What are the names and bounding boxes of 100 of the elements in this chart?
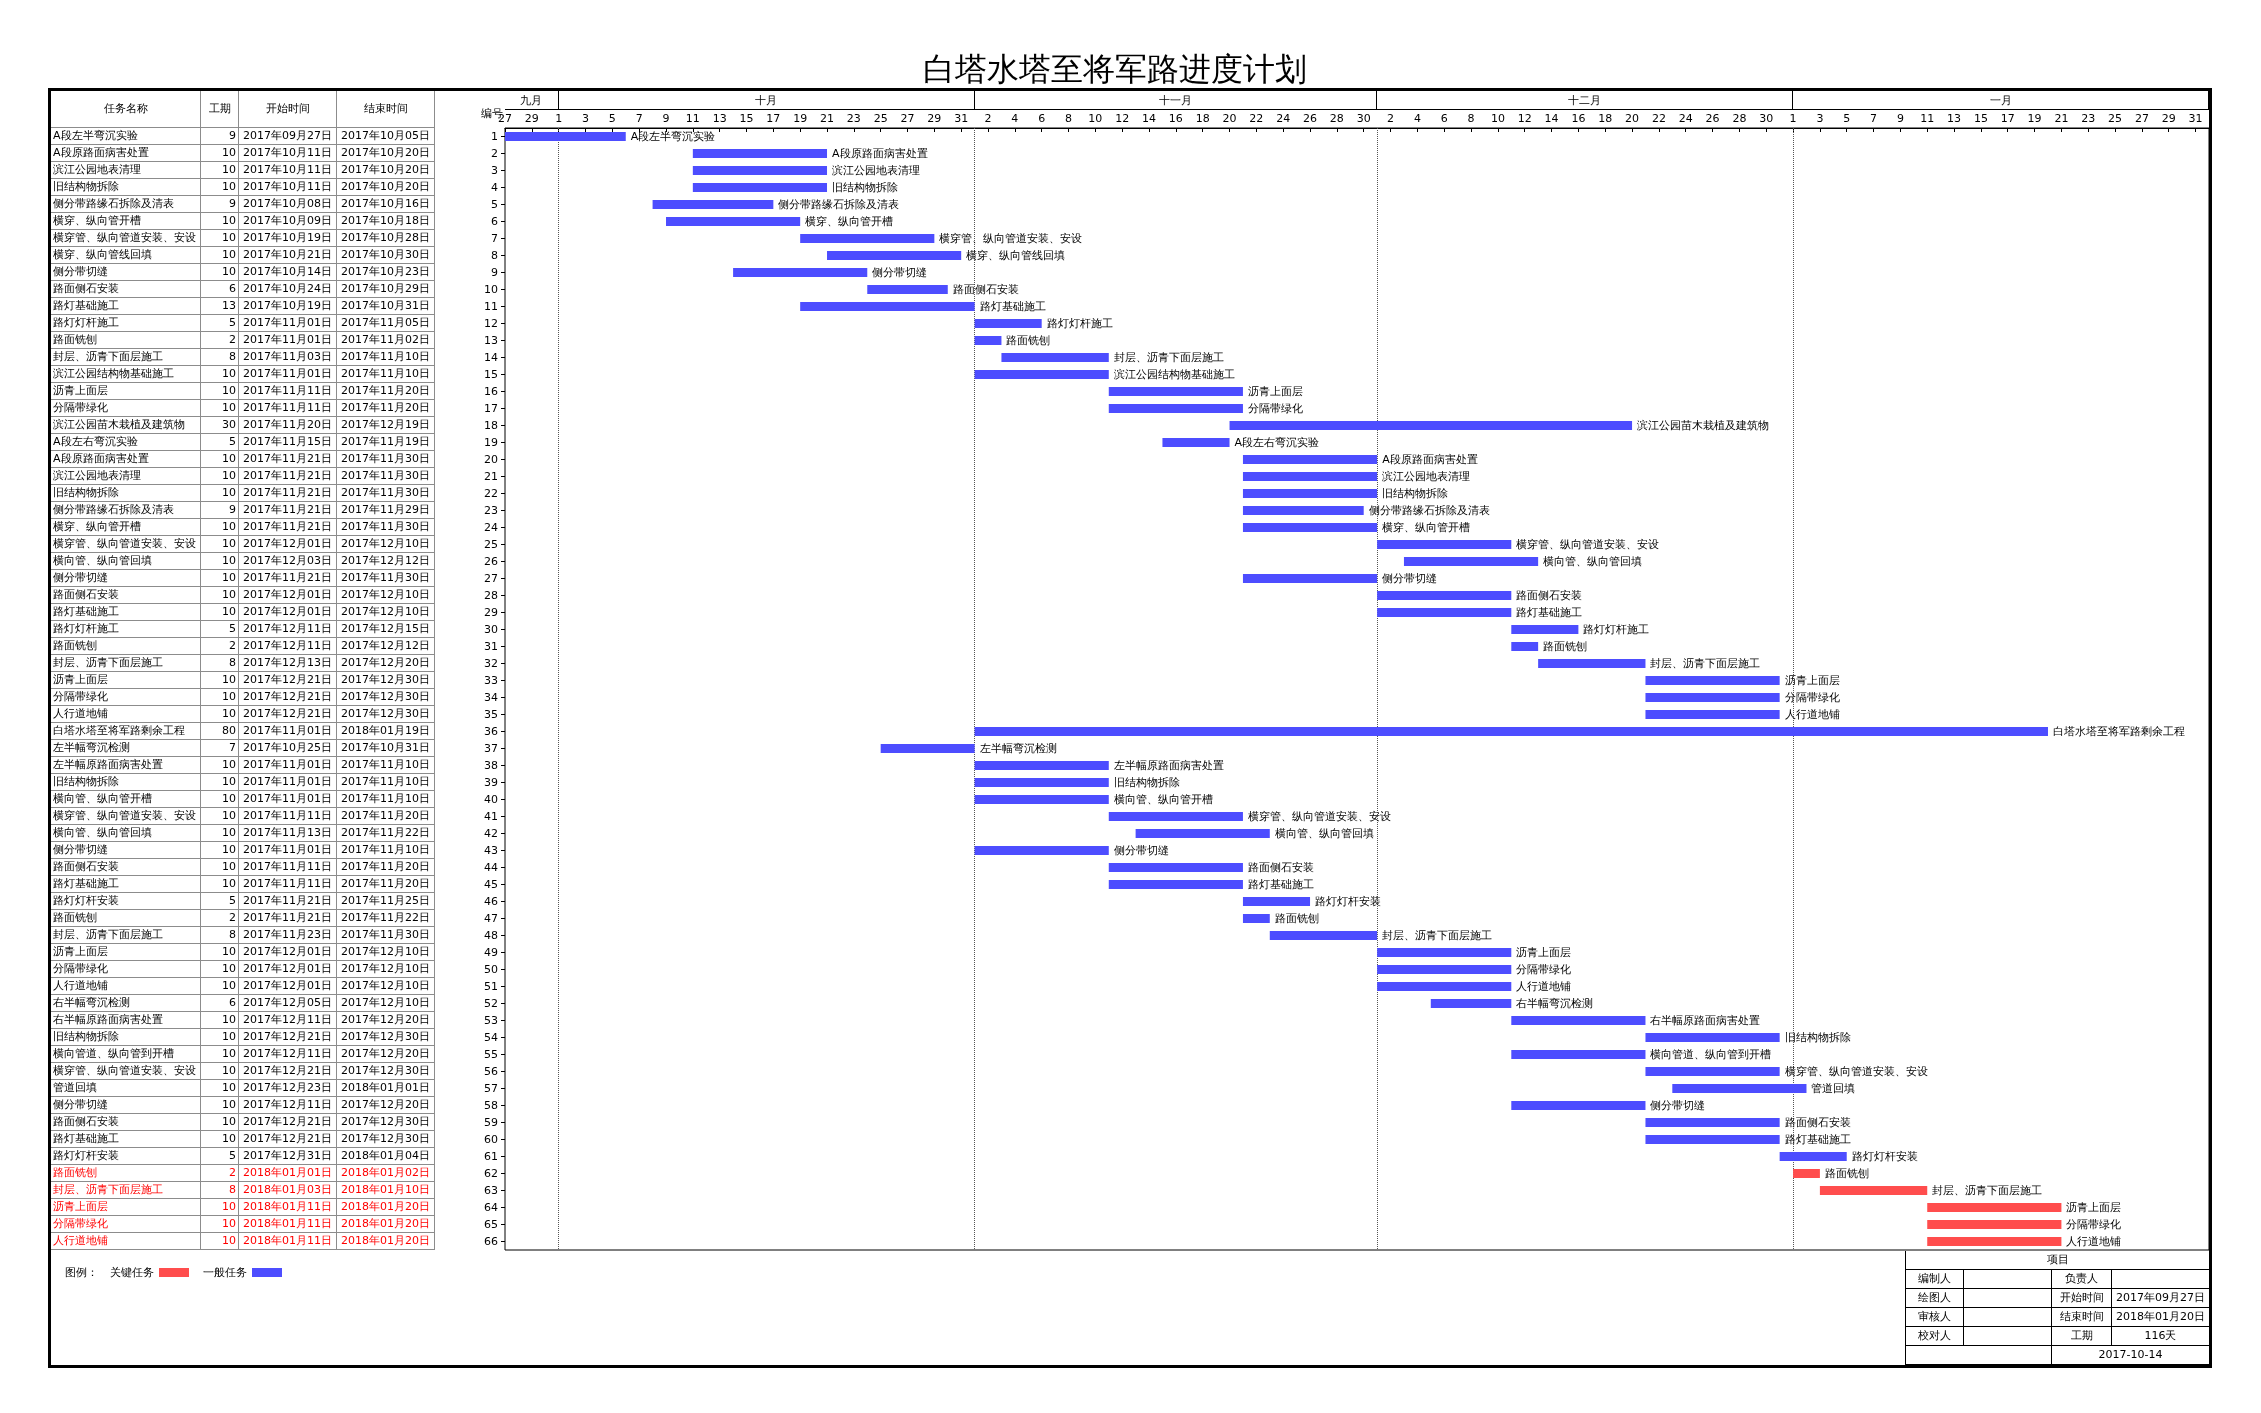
annotation: 侧分带路缘石拆除及清表	[778, 198, 900, 211]
text: 2017年12月30日	[341, 1064, 430, 1078]
text: 2	[229, 911, 236, 925]
category-label: 结束时间	[363, 102, 408, 116]
y-tick-label: 2	[491, 147, 498, 160]
y-tick-label: 33	[484, 674, 498, 687]
y-tick-label: 21	[484, 470, 498, 483]
text: 2017年11月21日	[243, 469, 332, 483]
text: 2017年11月19日	[341, 435, 430, 449]
x-tick-label: 31	[2188, 112, 2203, 125]
y-tick-label: 62	[484, 1167, 498, 1180]
x-tick-label: 27	[2134, 112, 2149, 125]
text: 2017年12月21日	[243, 690, 332, 704]
text: 路面铣刨	[53, 911, 97, 925]
x-tick-label: 24	[1678, 112, 1693, 125]
text: 路灯灯杆安装	[53, 894, 119, 908]
annotation: 旧结构物拆除	[1382, 487, 1449, 500]
annotation: 横穿、纵向管开槽	[805, 215, 894, 228]
text: 2017年12月30日	[341, 1115, 430, 1129]
text: 2017年11月20日	[341, 877, 430, 891]
text: 2017年12月13日	[243, 656, 332, 670]
text: 沥青上面层	[53, 945, 108, 959]
y-tick-label: 63	[484, 1184, 498, 1197]
y-tick-label: 18	[484, 419, 498, 432]
x-tick-label: 25	[873, 112, 888, 125]
y-tick-label: 65	[484, 1218, 498, 1231]
annotation: 路面铣刨	[1824, 1167, 1869, 1180]
annotation: 路面铣刨	[1006, 334, 1051, 347]
text: 2017年10月19日	[243, 299, 332, 313]
annotation: 横向管、纵向管开槽	[1113, 793, 1213, 806]
text: 10	[222, 163, 236, 177]
text: 路灯基础施工	[53, 877, 119, 891]
text: 2017年11月10日	[341, 792, 430, 806]
annotation: 封层、沥青下面层施工	[1113, 351, 1224, 364]
text: A段原路面病害处置	[53, 452, 149, 466]
text: 封层、沥青下面层施工	[53, 656, 163, 670]
text: 横向管、纵向管回填	[53, 554, 152, 568]
text: 2017年12月20日	[341, 1013, 430, 1027]
text: 2017年11月30日	[341, 571, 430, 585]
text: 9	[229, 129, 236, 143]
text: 5	[229, 894, 236, 908]
text: 路面侧石安装	[53, 1115, 119, 1129]
x-tick-label: 2	[984, 112, 992, 125]
y-tick-label: 28	[484, 589, 498, 602]
text: 滨江公园地表清理	[53, 163, 141, 177]
x-tick-label: 3	[582, 112, 589, 125]
text: 2018年01月10日	[341, 1183, 430, 1197]
text: 10	[222, 1132, 236, 1146]
text: 2017年12月01日	[243, 962, 332, 976]
y-tick-label: 61	[484, 1150, 498, 1163]
text: 路灯灯杆安装	[53, 1149, 119, 1163]
legend-label: 一般任务	[203, 1266, 247, 1279]
x-tick-label: 19	[793, 112, 808, 125]
text: 2017年12月10日	[341, 588, 430, 602]
x-tick-label: 20	[1625, 112, 1640, 125]
text: 2017年11月23日	[243, 928, 332, 942]
x-tick-label: 11	[685, 112, 700, 125]
text: 10	[222, 877, 236, 891]
text: 2017年11月05日	[341, 316, 430, 330]
text: 10	[222, 1217, 236, 1231]
text: 2018年01月20日	[341, 1217, 430, 1231]
y-tick-label: 15	[484, 368, 498, 381]
text: 116天	[2144, 1329, 2177, 1343]
annotation: 封层、沥青下面层施工	[1382, 929, 1493, 942]
y-tick-label: 40	[484, 793, 498, 806]
y-tick-label: 14	[484, 351, 498, 364]
y-tick-label: 31	[484, 640, 498, 653]
text: 2017年11月20日	[341, 384, 430, 398]
text: 10	[222, 962, 236, 976]
text: 2017年11月25日	[341, 894, 430, 908]
text: 2017年11月22日	[341, 826, 430, 840]
text: 2017年11月01日	[243, 775, 332, 789]
x-tick-label: 4	[1413, 112, 1421, 125]
text: 2017年12月10日	[341, 537, 430, 551]
text: 滨江公园结构物基础施工	[53, 367, 174, 381]
x-tick-label: 28	[1732, 112, 1747, 125]
text: 2017年12月01日	[243, 605, 332, 619]
text: 2017年11月02日	[341, 333, 430, 347]
text: 2017年10月23日	[341, 265, 430, 279]
y-tick-label: 23	[484, 504, 498, 517]
text: 分隔带绿化	[53, 1217, 108, 1231]
annotation: 横穿管、纵向管道安装、安设	[1247, 810, 1391, 823]
text: 2017年11月01日	[243, 333, 332, 347]
text: 2017年09月27日	[243, 129, 332, 143]
x-tick-label: 29	[2161, 112, 2176, 125]
x-tick-label: 16	[1168, 112, 1183, 125]
text: 2017年12月11日	[243, 1098, 332, 1112]
y-tick-label: 58	[484, 1099, 498, 1112]
text: 2018年01月20日	[341, 1200, 430, 1214]
x-tick-label: 17	[2000, 112, 2015, 125]
x-tick-label: 18	[1195, 112, 1210, 125]
text: 2017年11月13日	[243, 826, 332, 840]
x-tick-label: 9	[662, 112, 670, 125]
text: 8	[229, 1183, 236, 1197]
x-tick-label: 2	[1387, 112, 1395, 125]
annotation: 滨江公园结构物基础施工	[1113, 368, 1235, 381]
y-tick-label: 22	[484, 487, 498, 500]
y-tick-label: 60	[484, 1133, 498, 1146]
annotation: 封层、沥青下面层施工	[1932, 1184, 2043, 1197]
x-tick-label: 11	[1920, 112, 1935, 125]
